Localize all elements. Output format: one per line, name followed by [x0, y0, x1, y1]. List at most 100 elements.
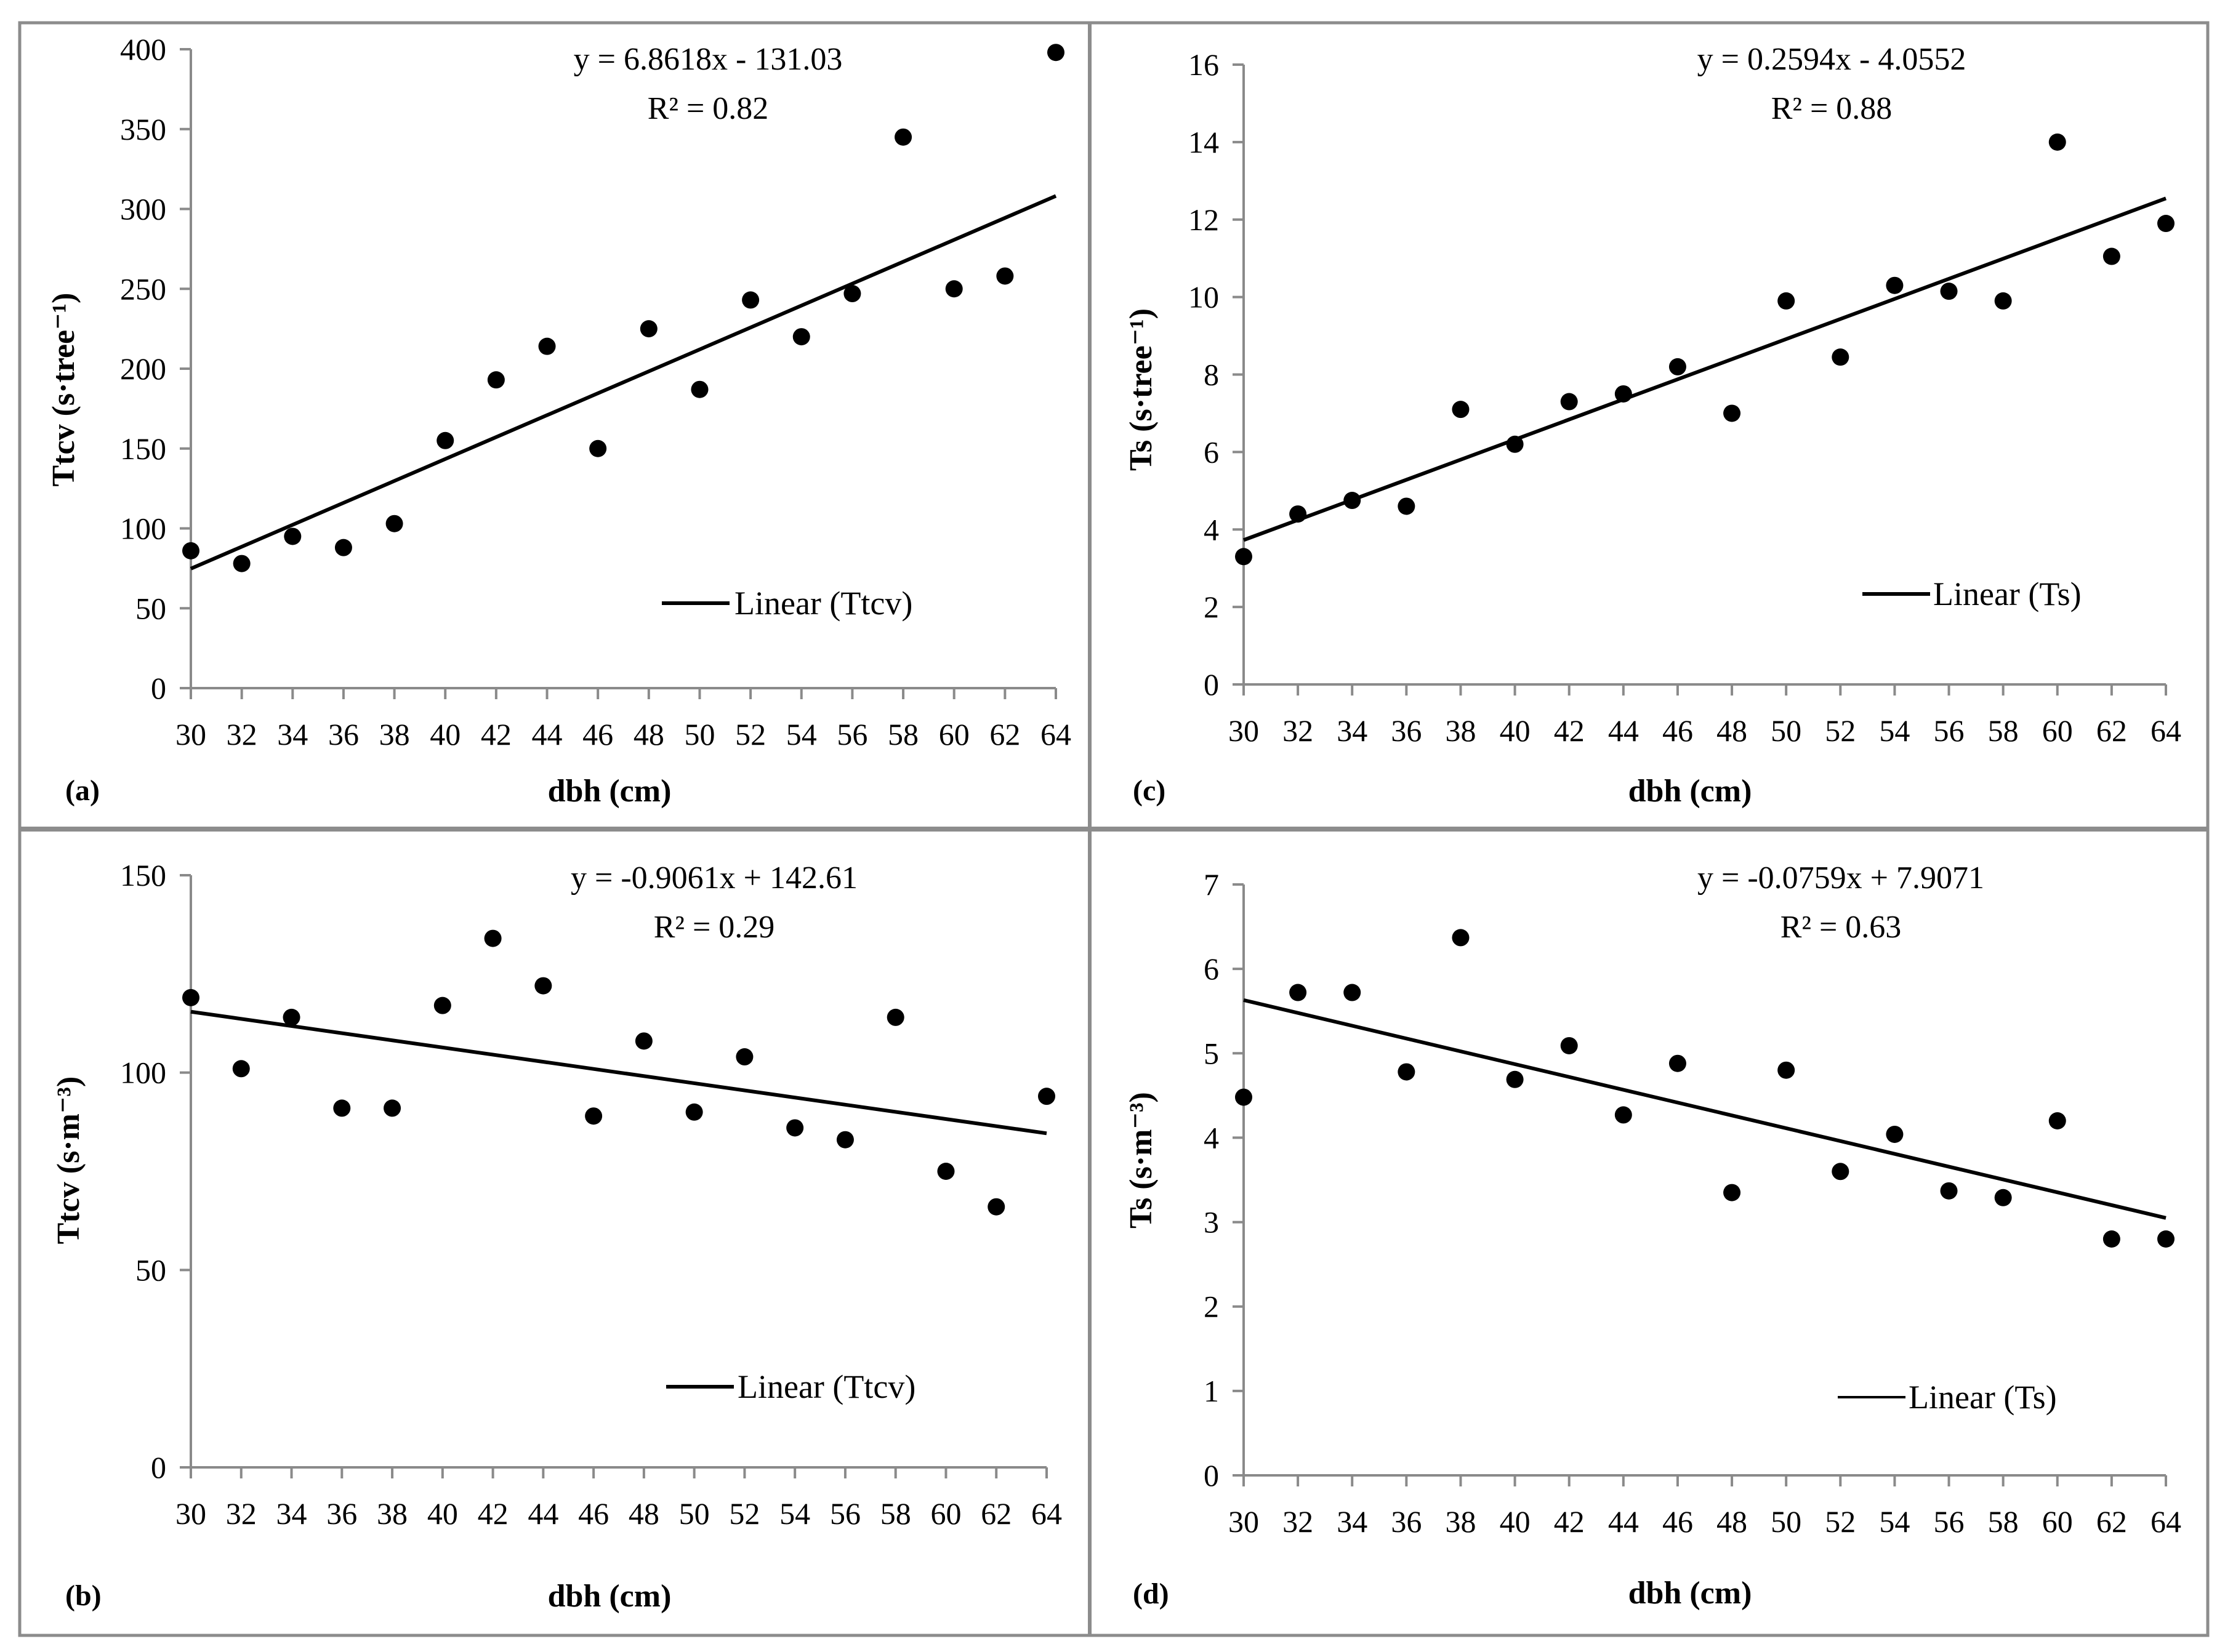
data-point [1832, 1163, 1849, 1181]
x-axis-title: dbh (cm) [1628, 1576, 1752, 1611]
data-point [843, 285, 861, 303]
trendline-equation: y = 0.2594x - 4.0552 [1697, 42, 1966, 77]
x-tick-label: 64 [1040, 717, 1071, 752]
y-tick-label: 300 [120, 192, 166, 227]
data-point [433, 996, 451, 1014]
x-tick-label: 38 [379, 717, 410, 752]
r-squared-label: R² = 0.88 [1771, 91, 1893, 126]
data-point [1994, 292, 2012, 310]
x-tick-label: 54 [786, 717, 817, 752]
data-point [635, 1032, 653, 1050]
trendline-equation: y = -0.9061x + 142.61 [571, 860, 858, 896]
x-tick-label: 36 [1391, 1504, 1422, 1539]
y-tick-label: 50 [135, 1253, 166, 1287]
data-point [996, 267, 1014, 285]
trendline [1243, 998, 2167, 1220]
y-tick-label: 5 [1204, 1036, 1219, 1070]
data-point [988, 1198, 1005, 1216]
y-tick-label: 4 [1204, 1120, 1219, 1155]
x-tick-label: 40 [430, 717, 461, 752]
data-point [1940, 1182, 1958, 1200]
x-tick-label: 64 [1031, 1496, 1062, 1531]
x-tick-label: 60 [939, 717, 970, 752]
y-tick-label: 0 [1204, 667, 1219, 702]
data-point [685, 1103, 703, 1121]
x-tick-label: 62 [2096, 1504, 2127, 1539]
data-point [1723, 1184, 1741, 1201]
x-tick-label: 56 [830, 1496, 861, 1531]
data-point [487, 371, 505, 389]
trendline [1242, 196, 2167, 542]
data-point [937, 1163, 955, 1180]
y-axis-title: Ts (s·m⁻³) [1124, 1092, 1159, 1229]
data-point [742, 291, 760, 309]
data-point [2157, 1230, 2175, 1248]
x-tick-label: 48 [634, 717, 664, 752]
data-point [1398, 1063, 1415, 1081]
data-point [1940, 283, 1958, 300]
data-point [1668, 1054, 1686, 1072]
x-tick-label: 36 [326, 1496, 357, 1531]
trendline [190, 194, 1057, 571]
data-point [1452, 401, 1470, 419]
x-tick-label: 32 [1282, 713, 1313, 748]
x-tick-label: 44 [1608, 1504, 1639, 1539]
x-tick-label: 40 [427, 1496, 458, 1531]
x-tick-label: 40 [1500, 713, 1531, 748]
y-axis-title: Ts (s·tree⁻¹) [1124, 308, 1159, 471]
y-tick-label: 12 [1188, 202, 1219, 237]
x-tick-label: 50 [684, 717, 715, 752]
y-tick-label: 350 [120, 112, 166, 146]
r-squared-label: R² = 0.82 [648, 91, 769, 126]
data-point [691, 380, 709, 398]
x-axis-title: dbh (cm) [548, 774, 672, 809]
data-point [1614, 1106, 1632, 1124]
y-tick-label: 250 [120, 271, 166, 306]
data-point [284, 527, 302, 545]
data-point [1343, 984, 1361, 1001]
y-axis-title: Ttcv (s·tree⁻¹) [46, 293, 81, 487]
x-tick-label: 44 [532, 717, 563, 752]
x-tick-label: 30 [1228, 713, 1259, 748]
data-point [1235, 1088, 1252, 1106]
x-tick-label: 54 [1879, 713, 1910, 748]
y-tick-label: 0 [151, 671, 166, 705]
x-tick-label: 36 [1391, 713, 1422, 748]
x-tick-label: 62 [2096, 713, 2127, 748]
data-point [1289, 984, 1307, 1001]
x-tick-label: 30 [175, 717, 206, 752]
data-point [1452, 929, 1470, 947]
x-tick-label: 54 [779, 1496, 810, 1531]
data-point [283, 1008, 300, 1026]
data-point [1038, 1088, 1055, 1105]
data-point [385, 515, 403, 532]
trendline-equation: y = -0.0759x + 7.9071 [1697, 860, 1984, 896]
data-point [333, 1099, 351, 1117]
x-tick-label: 48 [1716, 1504, 1747, 1539]
x-tick-label: 32 [226, 1496, 257, 1531]
data-point [1560, 393, 1578, 411]
x-tick-label: 42 [478, 1496, 509, 1531]
y-tick-label: 50 [135, 591, 166, 625]
x-tick-label: 34 [1337, 713, 1367, 748]
data-point [2102, 247, 2120, 265]
data-point [2157, 215, 2175, 233]
data-point [585, 1107, 603, 1125]
data-point [182, 542, 199, 559]
y-tick-label: 0 [151, 1450, 166, 1485]
data-point [640, 320, 658, 338]
x-tick-label: 38 [377, 1496, 408, 1531]
data-point [945, 280, 963, 298]
x-tick-label: 46 [1662, 713, 1693, 748]
x-tick-label: 50 [1771, 713, 1801, 748]
data-point [1289, 505, 1307, 523]
y-tick-label: 8 [1204, 358, 1219, 392]
y-tick-label: 200 [120, 351, 166, 386]
x-tick-label: 32 [1282, 1504, 1313, 1539]
data-point [1343, 492, 1361, 510]
x-tick-label: 56 [837, 717, 867, 752]
data-point [437, 431, 454, 449]
legend-label: Linear (Ttcv) [738, 1368, 915, 1405]
